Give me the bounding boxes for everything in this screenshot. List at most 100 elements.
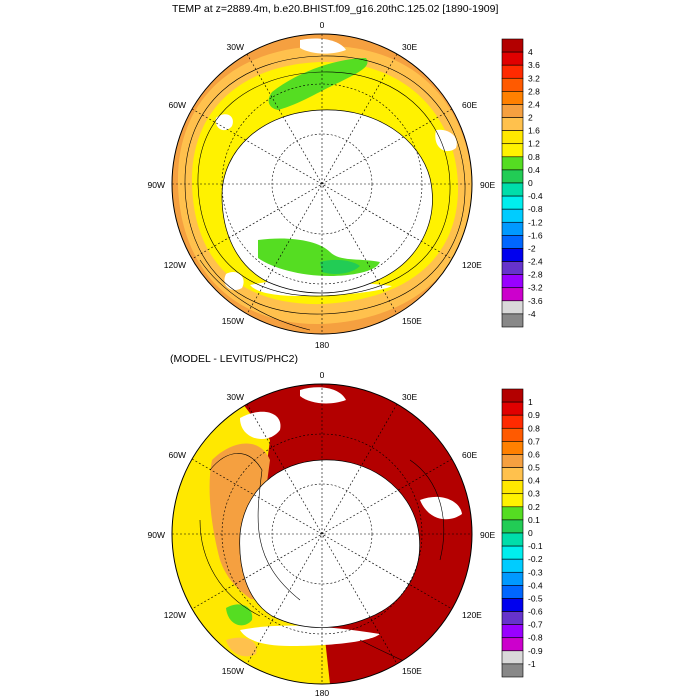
bottom-lon-label-0: 0 — [320, 370, 325, 380]
top-lon-label-0: 0 — [320, 20, 325, 30]
bottom-colorbar-swatch — [501, 414, 524, 429]
top-lon-label-120w: 120W — [164, 260, 186, 270]
top-map-title: TEMP at z=2889.4m, b.e20.BHIST.f09_g16.2… — [172, 3, 499, 15]
bottom-coastline — [239, 459, 420, 628]
bottom-colorbar-tick-label: -0.6 — [528, 607, 543, 617]
bottom-colorbar-swatch — [501, 624, 524, 639]
top-colorbar-swatch — [501, 117, 524, 131]
top-graticule — [172, 34, 472, 334]
bottom-lon-label-30e: 30E — [402, 392, 417, 402]
top-colorbar-swatch — [501, 130, 524, 145]
top-colorbar-tick-label: -0.4 — [528, 191, 543, 201]
bottom-colorbar-swatch — [501, 388, 524, 403]
top-colorbar-swatch — [501, 287, 524, 302]
top-lon-label-90e: 90E — [480, 180, 495, 190]
bottom-map-title: (MODEL - LEVITUS/PHC2) — [170, 353, 298, 365]
bottom-colorbar-tick-label: 0.9 — [528, 410, 540, 420]
top-colorbar-swatch — [501, 38, 524, 53]
bottom-lon-label-60w: 60W — [169, 450, 186, 460]
top-green-patch-north — [268, 58, 368, 110]
top-lon-label-120e: 120E — [462, 260, 482, 270]
top-colorbar-swatch — [501, 235, 524, 249]
bottom-colorbar-swatch — [501, 506, 524, 521]
bottom-colorbar-tick-label: -1 — [528, 659, 536, 669]
bottom-colorbar-swatch — [501, 401, 524, 416]
bottom-colorbar-tick-label: 0 — [528, 528, 533, 538]
bottom-lon-label-120e: 120E — [462, 610, 482, 620]
bottom-polar-map — [171, 383, 473, 685]
top-colorbar-swatch — [501, 261, 524, 275]
top-colorbar-swatch — [501, 182, 524, 197]
bottom-colorbar-swatch — [501, 585, 524, 599]
bottom-colorbar: 1 0.9 0.8 0.7 0.6 0.5 0.4 0.3 0.2 0.1 0 -0.1 -0.2 -0.… — [501, 388, 543, 678]
top-colorbar-swatch — [501, 156, 524, 171]
top-lon-label-180: 180 — [315, 340, 329, 350]
bottom-colorbar-tick-label: 0.3 — [528, 489, 540, 499]
top-lon-label-60e: 60E — [462, 100, 477, 110]
top-colorbar-swatch — [501, 77, 524, 92]
top-colorbar-swatch — [501, 104, 524, 118]
bottom-colorbar-swatch — [501, 427, 524, 442]
bottom-lon-label-90e: 90E — [480, 530, 495, 540]
bottom-colorbar-tick-label: 0.6 — [528, 449, 540, 459]
top-colorbar-tick-label: -0.8 — [528, 204, 543, 214]
bottom-colorbar-swatch — [501, 467, 524, 481]
top-colorbar-tick-label: -1.2 — [528, 217, 543, 227]
bottom-colorbar-swatch — [501, 441, 524, 455]
bottom-lon-label-60e: 60E — [462, 450, 477, 460]
bottom-colorbar-tick-label: 0.1 — [528, 515, 540, 525]
bottom-lon-label-150w: 150W — [222, 666, 244, 676]
top-colorbar-tick-label: 2 — [528, 113, 533, 123]
top-colorbar-swatch — [501, 51, 524, 66]
top-colorbar-tick-label: -3.2 — [528, 283, 543, 293]
bottom-colorbar-swatch — [501, 454, 524, 468]
bottom-colorbar-swatch — [501, 558, 524, 573]
top-colorbar-tick-label: 0.8 — [528, 152, 540, 162]
bottom-colorbar-swatch — [501, 532, 524, 547]
bottom-colorbar-tick-label: -0.3 — [528, 567, 543, 577]
bottom-colorbar-swatch — [501, 611, 524, 625]
top-longitude-labels: 0 30E 60E 90E 120E 150E 180 150W 120W 90… — [148, 20, 496, 350]
top-colorbar-tick-label: 4 — [528, 47, 533, 57]
top-colorbar-swatch — [501, 221, 524, 236]
top-colorbar-tick-label: 0.4 — [528, 165, 540, 175]
bottom-colorbar-tick-label: -0.7 — [528, 620, 543, 630]
bottom-colorbar-swatch — [501, 493, 524, 508]
bottom-colorbar-swatch — [501, 571, 524, 586]
top-colorbar-swatch — [501, 208, 524, 223]
top-lon-label-60w: 60W — [169, 100, 186, 110]
bottom-colorbar-tick-label: -0.8 — [528, 633, 543, 643]
bottom-colorbar-swatch — [501, 637, 524, 652]
top-colorbar-tick-label: 0 — [528, 178, 533, 188]
bottom-longitude-labels: 0 30E 60E 90E 120E 150E 180 150W 120W 90… — [148, 370, 496, 698]
top-colorbar-tick-label: -2.8 — [528, 270, 543, 280]
bottom-colorbar-swatch — [501, 650, 524, 665]
top-colorbar-swatch — [501, 300, 524, 315]
bottom-colorbar-tick-label: -0.1 — [528, 541, 543, 551]
top-polar-map — [171, 33, 473, 335]
top-colorbar-tick-label: -1.6 — [528, 230, 543, 240]
top-colorbar-swatch — [501, 274, 524, 289]
top-lon-label-30e: 30E — [402, 42, 417, 52]
bottom-colorbar-tick-label: -0.2 — [528, 554, 543, 564]
bottom-colorbar-tick-label: 0.7 — [528, 436, 540, 446]
bottom-colorbar-tick-label: 1 — [528, 397, 533, 407]
top-colorbar-tick-label: 2.8 — [528, 86, 540, 96]
bottom-colorbar-tick-label: 0.5 — [528, 463, 540, 473]
top-colorbar-tick-label: 2.4 — [528, 99, 540, 109]
top-colorbar-swatch — [501, 91, 524, 105]
top-colorbar-swatch — [501, 313, 524, 328]
bottom-lon-label-150e: 150E — [402, 666, 422, 676]
top-lon-label-150w: 150W — [222, 316, 244, 326]
top-colorbar-tick-label: 3.2 — [528, 73, 540, 83]
bottom-colorbar-tick-label: -0.5 — [528, 593, 543, 603]
bottom-colorbar-swatch — [501, 480, 524, 495]
top-colorbar-tick-label: 1.6 — [528, 126, 540, 136]
top-lon-label-30w: 30W — [227, 42, 244, 52]
bottom-graticule — [172, 384, 472, 684]
top-colorbar-swatch — [501, 169, 524, 184]
top-colorbar-swatch — [501, 64, 524, 79]
top-coastline — [221, 109, 433, 294]
top-colorbar-tick-label: -2.4 — [528, 257, 543, 267]
top-colorbar-swatch — [501, 248, 524, 262]
